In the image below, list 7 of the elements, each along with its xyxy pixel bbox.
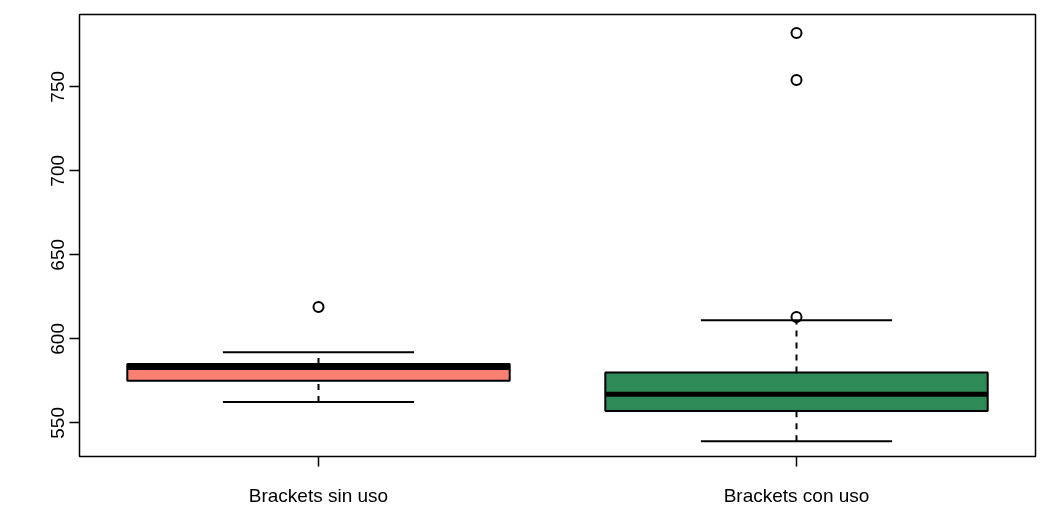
y-tick-label: 750 — [47, 70, 69, 103]
y-tick-label: 650 — [47, 238, 69, 271]
x-tick-label: Brackets con uso — [723, 484, 870, 506]
x-tick-label: Brackets sin uso — [248, 484, 389, 506]
y-tick-label: 550 — [47, 407, 69, 439]
y-tick-label: 700 — [47, 154, 69, 187]
y-tick-label: 600 — [47, 323, 69, 355]
